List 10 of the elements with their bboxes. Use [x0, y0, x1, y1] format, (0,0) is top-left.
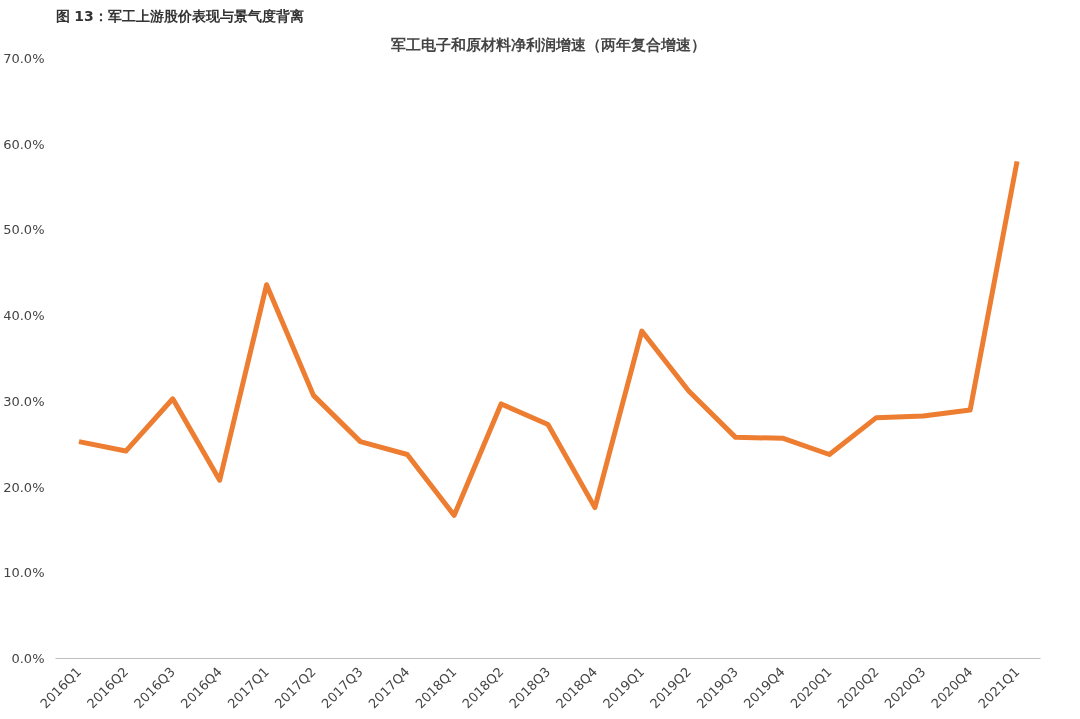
chart-subtitle: 军工电子和原材料净利润增速（两年复合增速） — [390, 35, 706, 54]
y-tick-label: 50.0% — [3, 222, 45, 238]
y-tick-label: 60.0% — [3, 136, 45, 152]
y-tick-label: 20.0% — [3, 479, 45, 495]
y-tick-label: 70.0% — [3, 51, 45, 66]
y-tick-label: 0.0% — [11, 651, 45, 666]
y-tick-label: 40.0% — [3, 308, 45, 324]
chart-title: 图 13：军工上游股价表现与景气度背离 — [55, 7, 304, 24]
y-tick-label: 30.0% — [3, 393, 45, 409]
y-tick-label: 10.0% — [3, 565, 45, 581]
